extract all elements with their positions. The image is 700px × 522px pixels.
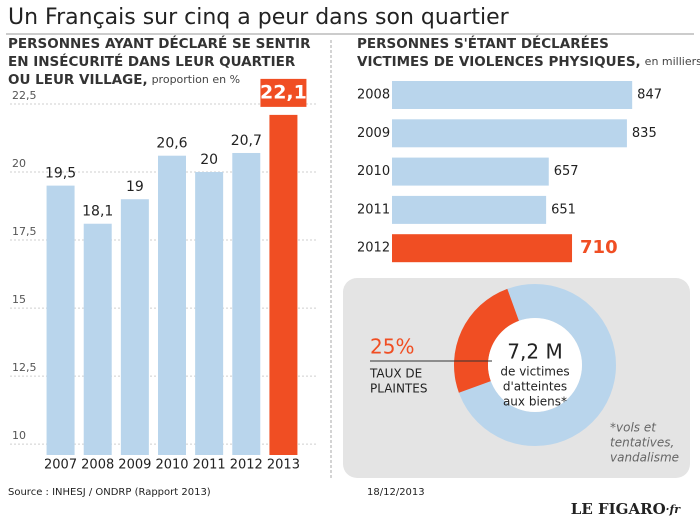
value-label: 25% xyxy=(370,335,414,359)
left-heading: PERSONNES AYANT DÉCLARÉ SE SENTIR xyxy=(8,35,311,52)
center-text: d'atteintes xyxy=(503,380,567,394)
bar xyxy=(46,185,75,455)
left-heading: OU LEUR VILLAGE, proportion en % xyxy=(8,72,240,88)
y-tick-label: 2012 xyxy=(357,241,390,256)
right-heading: PERSONNES S'ÉTANT DÉCLARÉES xyxy=(357,35,609,52)
left-heading: EN INSÉCURITÉ DANS LEUR QUARTIER xyxy=(8,53,296,70)
left-heading: OU LEUR VILLAGE, xyxy=(8,72,148,88)
value-label: 18,1 xyxy=(82,204,113,220)
right-subtitle: en milliers xyxy=(645,55,700,68)
value-label: 22,1 xyxy=(260,81,307,103)
bar xyxy=(392,234,573,263)
value-label: 19,5 xyxy=(45,166,76,182)
donut-label: PLAINTES xyxy=(370,382,427,396)
bar xyxy=(392,195,547,224)
right-heading: VICTIMES DE VIOLENCES PHYSIQUES, en milli… xyxy=(357,54,700,70)
y-tick-label: 15 xyxy=(12,293,26,306)
y-tick-label: 10 xyxy=(12,429,26,442)
x-tick-label: 2008 xyxy=(81,458,114,473)
y-tick-label: 22,5 xyxy=(12,89,37,102)
x-tick-label: 2007 xyxy=(44,458,77,473)
bar xyxy=(83,223,112,455)
bar xyxy=(392,157,549,186)
logo: LE FIGARO·fr xyxy=(571,500,681,518)
y-tick-label: 2011 xyxy=(357,202,390,217)
bar xyxy=(392,81,633,109)
bar xyxy=(232,152,261,455)
bar xyxy=(195,172,224,455)
y-tick-label: 12,5 xyxy=(12,361,37,374)
note: *vols et xyxy=(610,421,657,435)
center-text: aux biens* xyxy=(503,395,567,409)
value-label: 657 xyxy=(554,164,579,179)
donut-label: TAUX DE xyxy=(369,367,422,381)
date: 18/12/2013 xyxy=(367,487,425,498)
x-tick-label: 2013 xyxy=(267,458,300,473)
note: vandalisme xyxy=(610,451,679,465)
y-tick-label: 20 xyxy=(12,157,26,170)
bar xyxy=(120,199,149,455)
left-subtitle: proportion en % xyxy=(152,73,240,86)
value-label: 20 xyxy=(200,152,218,168)
value-label: 20,6 xyxy=(156,136,187,152)
value-label: 651 xyxy=(551,202,576,217)
value-label: 710 xyxy=(580,237,618,258)
bar xyxy=(269,114,298,455)
bar xyxy=(392,119,627,148)
value-label: 835 xyxy=(632,126,657,141)
y-tick-label: 2009 xyxy=(357,126,390,141)
center-text: de victimes xyxy=(500,365,569,379)
logo: LE FIGARO xyxy=(571,500,666,518)
x-tick-label: 2009 xyxy=(118,458,151,473)
value-label-box xyxy=(260,78,307,107)
x-tick-label: 2012 xyxy=(230,458,263,473)
bar xyxy=(158,155,186,455)
logo-suffix: ·fr xyxy=(666,503,682,516)
page-title: Un Français sur cinq a peur dans son qua… xyxy=(8,5,510,30)
source: Source : INHESJ / ONDRP (Rapport 2013) xyxy=(8,487,211,498)
x-tick-label: 2010 xyxy=(155,458,188,473)
donut-segment xyxy=(453,288,519,393)
center-value: 7,2 M xyxy=(507,340,562,364)
y-tick-label: 2008 xyxy=(357,88,390,103)
y-tick-label: 2010 xyxy=(357,164,390,179)
right-heading: VICTIMES DE VIOLENCES PHYSIQUES, xyxy=(357,54,641,70)
y-tick-label: 17,5 xyxy=(12,225,37,238)
value-label: 20,7 xyxy=(231,133,262,149)
x-tick-label: 2011 xyxy=(193,458,226,473)
value-label: 847 xyxy=(637,88,662,103)
value-label: 19 xyxy=(126,179,144,195)
note: tentatives, xyxy=(610,436,674,450)
donut-hole xyxy=(488,318,582,412)
